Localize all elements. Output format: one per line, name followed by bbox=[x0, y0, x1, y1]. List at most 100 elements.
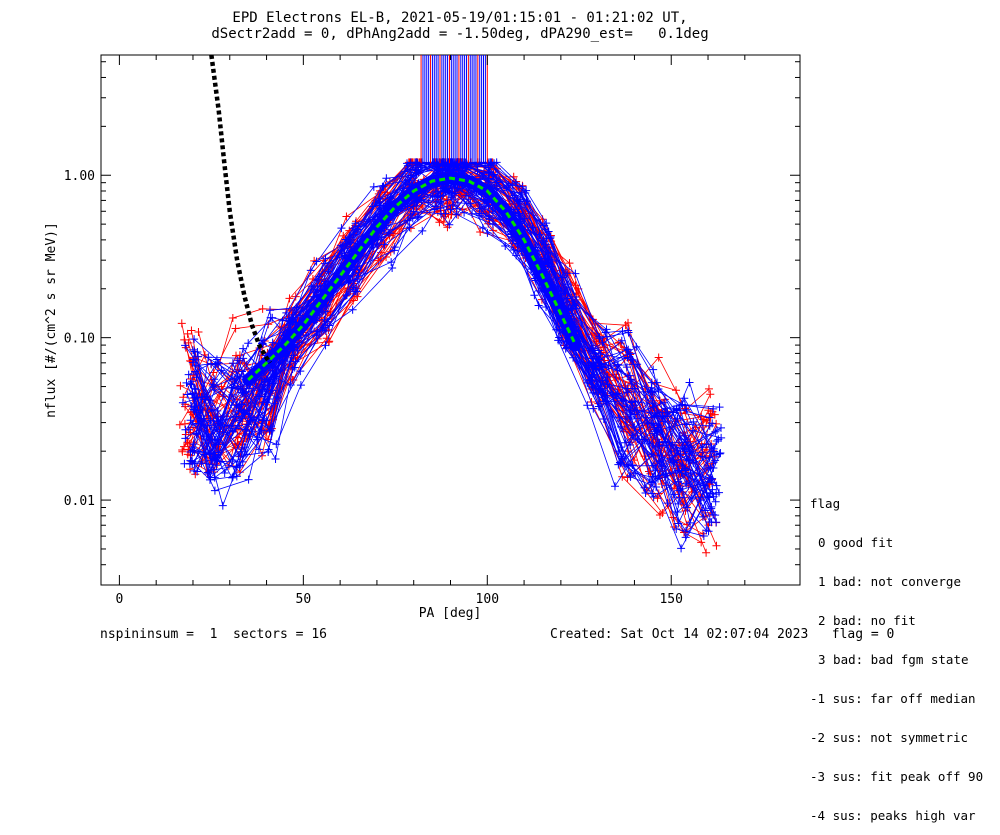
data-point bbox=[706, 390, 715, 399]
data-point bbox=[485, 215, 494, 224]
data-point bbox=[210, 375, 219, 384]
data-point bbox=[650, 387, 659, 396]
data-point bbox=[713, 426, 722, 435]
data-point bbox=[379, 182, 388, 191]
data-point bbox=[390, 243, 399, 252]
data-point bbox=[190, 393, 199, 402]
data-point bbox=[677, 544, 686, 553]
data-point bbox=[596, 381, 605, 390]
data-point bbox=[238, 388, 247, 397]
data-point bbox=[345, 276, 354, 285]
data-point bbox=[711, 456, 720, 465]
data-point bbox=[633, 360, 642, 369]
data-point bbox=[208, 405, 217, 414]
data-point bbox=[603, 380, 612, 389]
y-tick-label: 0.10 bbox=[64, 332, 95, 347]
data-point bbox=[711, 497, 720, 506]
data-point bbox=[462, 191, 471, 200]
data-point bbox=[617, 443, 626, 452]
data-point bbox=[705, 453, 714, 462]
data-point bbox=[678, 462, 687, 471]
data-point bbox=[384, 228, 393, 237]
data-point bbox=[181, 434, 190, 443]
data-point bbox=[183, 390, 192, 399]
data-point bbox=[190, 403, 199, 412]
data-point bbox=[176, 381, 185, 390]
y-axis-label: nflux [#/(cm^2 s sr MeV)] bbox=[44, 222, 59, 418]
y-tick-label: 1.00 bbox=[64, 169, 95, 184]
data-point bbox=[233, 356, 242, 365]
data-point bbox=[214, 440, 223, 449]
data-point bbox=[653, 423, 662, 432]
data-point bbox=[210, 486, 219, 495]
data-point bbox=[602, 325, 611, 334]
chart-title-line1: EPD Electrons EL-B, 2021-05-19/01:15:01 … bbox=[232, 10, 688, 26]
data-point bbox=[206, 396, 215, 405]
data-point bbox=[193, 348, 202, 357]
data-point bbox=[286, 381, 295, 390]
data-point bbox=[205, 469, 214, 478]
data-point bbox=[702, 548, 711, 557]
data-point bbox=[614, 447, 623, 456]
footer-right: Created: Sat Oct 14 02:07:04 2023 flag =… bbox=[550, 627, 895, 642]
data-point bbox=[698, 443, 707, 452]
data-point bbox=[641, 488, 650, 497]
data-point bbox=[670, 523, 679, 532]
data-point bbox=[286, 357, 295, 366]
data-point bbox=[288, 315, 297, 324]
data-point bbox=[622, 345, 631, 354]
data-point bbox=[289, 351, 298, 360]
data-point bbox=[652, 427, 661, 436]
data-point bbox=[626, 472, 635, 481]
data-point bbox=[705, 413, 714, 422]
data-point bbox=[682, 420, 691, 429]
data-point bbox=[716, 449, 725, 458]
data-point bbox=[468, 209, 477, 218]
data-point bbox=[182, 378, 191, 387]
data-point bbox=[180, 459, 189, 468]
data-point bbox=[595, 332, 604, 341]
data-point bbox=[441, 209, 450, 218]
data-point bbox=[659, 417, 668, 426]
data-point bbox=[709, 492, 718, 501]
data-point bbox=[272, 440, 281, 449]
data-point bbox=[442, 187, 451, 196]
data-point bbox=[657, 462, 666, 471]
data-point bbox=[464, 195, 473, 204]
data-point bbox=[268, 313, 277, 322]
data-point bbox=[196, 406, 205, 415]
data-point bbox=[203, 468, 212, 477]
data-point bbox=[714, 435, 723, 444]
data-point bbox=[704, 384, 713, 393]
data-point bbox=[561, 344, 570, 353]
data-point bbox=[245, 384, 254, 393]
data-point bbox=[589, 404, 598, 413]
data-point bbox=[704, 527, 713, 536]
data-point bbox=[446, 205, 455, 214]
data-point bbox=[187, 380, 196, 389]
data-point bbox=[375, 195, 384, 204]
data-point bbox=[617, 422, 626, 431]
data-point bbox=[414, 212, 423, 221]
data-point bbox=[688, 494, 697, 503]
data-point bbox=[246, 416, 255, 425]
data-point bbox=[651, 472, 660, 481]
data-point bbox=[228, 313, 237, 322]
data-point bbox=[239, 354, 248, 363]
data-point bbox=[266, 306, 275, 315]
data-point bbox=[217, 366, 226, 375]
data-point bbox=[448, 188, 457, 197]
legend-item: -2 sus: not symmetric bbox=[810, 730, 969, 745]
data-point bbox=[682, 405, 691, 414]
data-point bbox=[542, 219, 551, 228]
data-point bbox=[697, 412, 706, 421]
data-point bbox=[210, 455, 219, 464]
data-point bbox=[492, 184, 501, 193]
data-point bbox=[518, 182, 527, 191]
data-point bbox=[210, 473, 219, 482]
data-point bbox=[418, 226, 427, 235]
data-point bbox=[594, 402, 603, 411]
series-trace bbox=[194, 183, 722, 480]
data-point bbox=[387, 258, 396, 267]
data-point bbox=[669, 408, 678, 417]
